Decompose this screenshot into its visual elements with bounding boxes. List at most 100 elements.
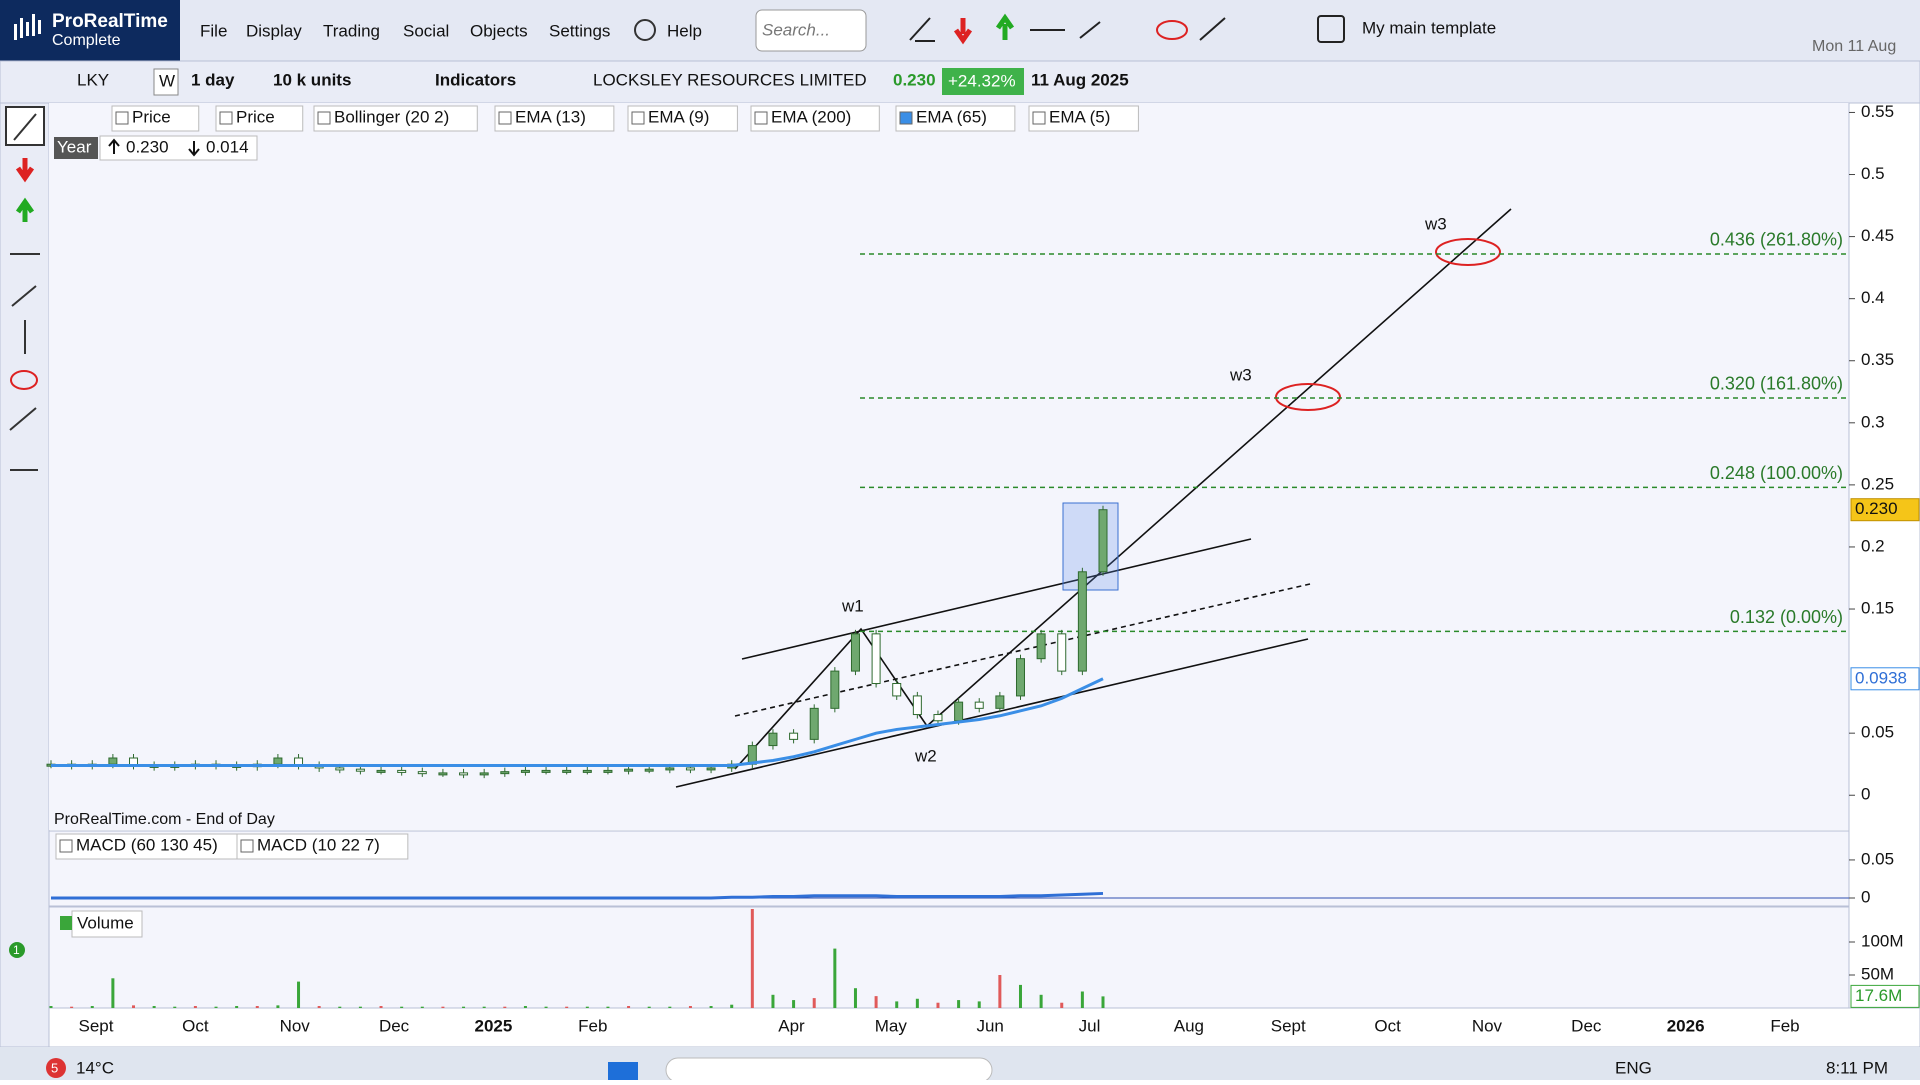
volume-bar xyxy=(420,1006,424,1008)
x-tick-label: Nov xyxy=(1472,1016,1503,1035)
badge-count: 1 xyxy=(13,943,20,957)
menu-item[interactable]: Settings xyxy=(549,21,610,40)
volume-bar xyxy=(977,1001,981,1008)
indicator-label: MACD (60 130 45) xyxy=(76,835,218,854)
indicators-button[interactable]: Indicators xyxy=(435,70,516,89)
logo-icon xyxy=(14,14,41,40)
menu-item[interactable]: Social xyxy=(403,21,449,40)
period-label: Year xyxy=(57,137,92,156)
indicator-tag[interactable]: MACD (10 22 7) xyxy=(236,833,409,860)
menu-item[interactable]: Objects xyxy=(470,21,528,40)
indicator-tag[interactable]: Price xyxy=(215,105,304,132)
period[interactable]: 1 day xyxy=(191,70,235,89)
indicator-line xyxy=(51,891,1104,900)
y-tick-label: 100M xyxy=(1861,931,1904,950)
indicator-tag[interactable]: EMA (13) xyxy=(494,105,615,132)
candle xyxy=(954,701,964,722)
candle xyxy=(108,757,118,765)
value-box-label: 0.230 xyxy=(1855,499,1898,518)
indicator-tag[interactable]: Price xyxy=(111,105,200,132)
indicator-label: Price xyxy=(236,107,275,126)
notification-count: 5 xyxy=(51,1060,58,1075)
candle xyxy=(1015,658,1025,697)
volume-bar xyxy=(647,1006,651,1008)
x-tick-label: Sept xyxy=(79,1016,114,1035)
help-menu[interactable]: Help xyxy=(667,21,702,40)
candle xyxy=(665,767,675,771)
tag-box xyxy=(750,105,880,132)
candle xyxy=(397,769,407,773)
menu-item[interactable]: Trading xyxy=(323,21,380,40)
indicator-tag[interactable]: EMA (65) xyxy=(895,105,1016,132)
y-tick-label: 50M xyxy=(1861,964,1894,983)
volume-bar xyxy=(1018,984,1022,1008)
volume-bar xyxy=(400,1006,404,1008)
clock: 8:11 PM xyxy=(1826,1058,1888,1077)
badge xyxy=(9,942,25,958)
candle xyxy=(500,771,510,775)
x-tick-label: May xyxy=(875,1016,908,1035)
start-button[interactable] xyxy=(608,1062,638,1080)
indicator-label: EMA (200) xyxy=(771,107,851,126)
price-axis xyxy=(1848,102,1920,1009)
candle xyxy=(1098,509,1108,573)
volume-bar xyxy=(462,1006,466,1008)
y-tick-label: 0.35 xyxy=(1861,350,1894,369)
menu-item[interactable]: Display xyxy=(246,21,302,40)
period-low: 0.014 xyxy=(206,137,249,156)
brand: ProRealTime xyxy=(52,11,168,32)
candle xyxy=(417,771,427,775)
volume-bar xyxy=(1060,1002,1064,1008)
fib-label: 0.320 (161.80%) xyxy=(1710,374,1843,394)
candle xyxy=(459,772,469,776)
volume-tag[interactable] xyxy=(71,910,143,938)
units[interactable]: 10 k units xyxy=(273,70,351,89)
y-tick-label: 0.45 xyxy=(1861,226,1894,245)
candle xyxy=(520,769,530,773)
candle xyxy=(644,768,654,772)
y-tick-label: 0 xyxy=(1861,785,1870,804)
candle xyxy=(974,701,984,709)
y-tick-label: 0.4 xyxy=(1861,288,1885,307)
candle xyxy=(789,732,799,740)
volume-bar xyxy=(730,1004,734,1008)
header-date: Mon 11 Aug xyxy=(1812,38,1896,55)
y-tick-label: 0.2 xyxy=(1861,536,1885,555)
menu-item[interactable]: File xyxy=(200,21,227,40)
wave-label: w1 xyxy=(841,596,864,615)
taskbar-search[interactable] xyxy=(665,1057,993,1083)
indicator-tag[interactable]: EMA (9) xyxy=(627,105,738,132)
notification-badge xyxy=(46,1058,66,1078)
checkbox xyxy=(1032,111,1046,125)
w-button[interactable] xyxy=(153,68,179,96)
indicator-tag[interactable]: EMA (200) xyxy=(750,105,880,132)
x-tick-label: Dec xyxy=(379,1016,410,1035)
volume-bar xyxy=(915,998,919,1008)
tool-icons[interactable] xyxy=(909,13,1345,45)
template-name[interactable]: My main template xyxy=(1362,18,1496,37)
candle xyxy=(438,772,448,776)
candle xyxy=(335,767,345,771)
volume-bar xyxy=(544,1006,548,1008)
help-icon[interactable] xyxy=(634,19,656,41)
tag-box xyxy=(627,105,738,132)
candle xyxy=(933,714,943,722)
tag-box xyxy=(1028,105,1139,132)
candle xyxy=(768,732,778,747)
trendlines xyxy=(675,208,1512,788)
volume-bar xyxy=(957,1000,961,1008)
volume-bar xyxy=(750,909,754,1008)
volume-bar xyxy=(565,1006,569,1008)
indicator-tag[interactable]: MACD (60 130 45) xyxy=(55,833,247,860)
target-ellipse xyxy=(1275,383,1341,411)
indicator-tag[interactable]: EMA (5) xyxy=(1028,105,1139,132)
candle xyxy=(355,768,365,772)
x-tick-label: 2025 xyxy=(474,1016,512,1035)
value-box xyxy=(1850,667,1920,691)
indicator-tag[interactable]: Bollinger (20 2) xyxy=(313,105,478,132)
volume-bar xyxy=(585,1006,589,1008)
ticker[interactable]: LKY xyxy=(77,70,109,89)
left-tool-icons[interactable] xyxy=(5,106,45,471)
x-tick-label: Aug xyxy=(1174,1016,1204,1035)
search-box[interactable] xyxy=(755,9,867,52)
